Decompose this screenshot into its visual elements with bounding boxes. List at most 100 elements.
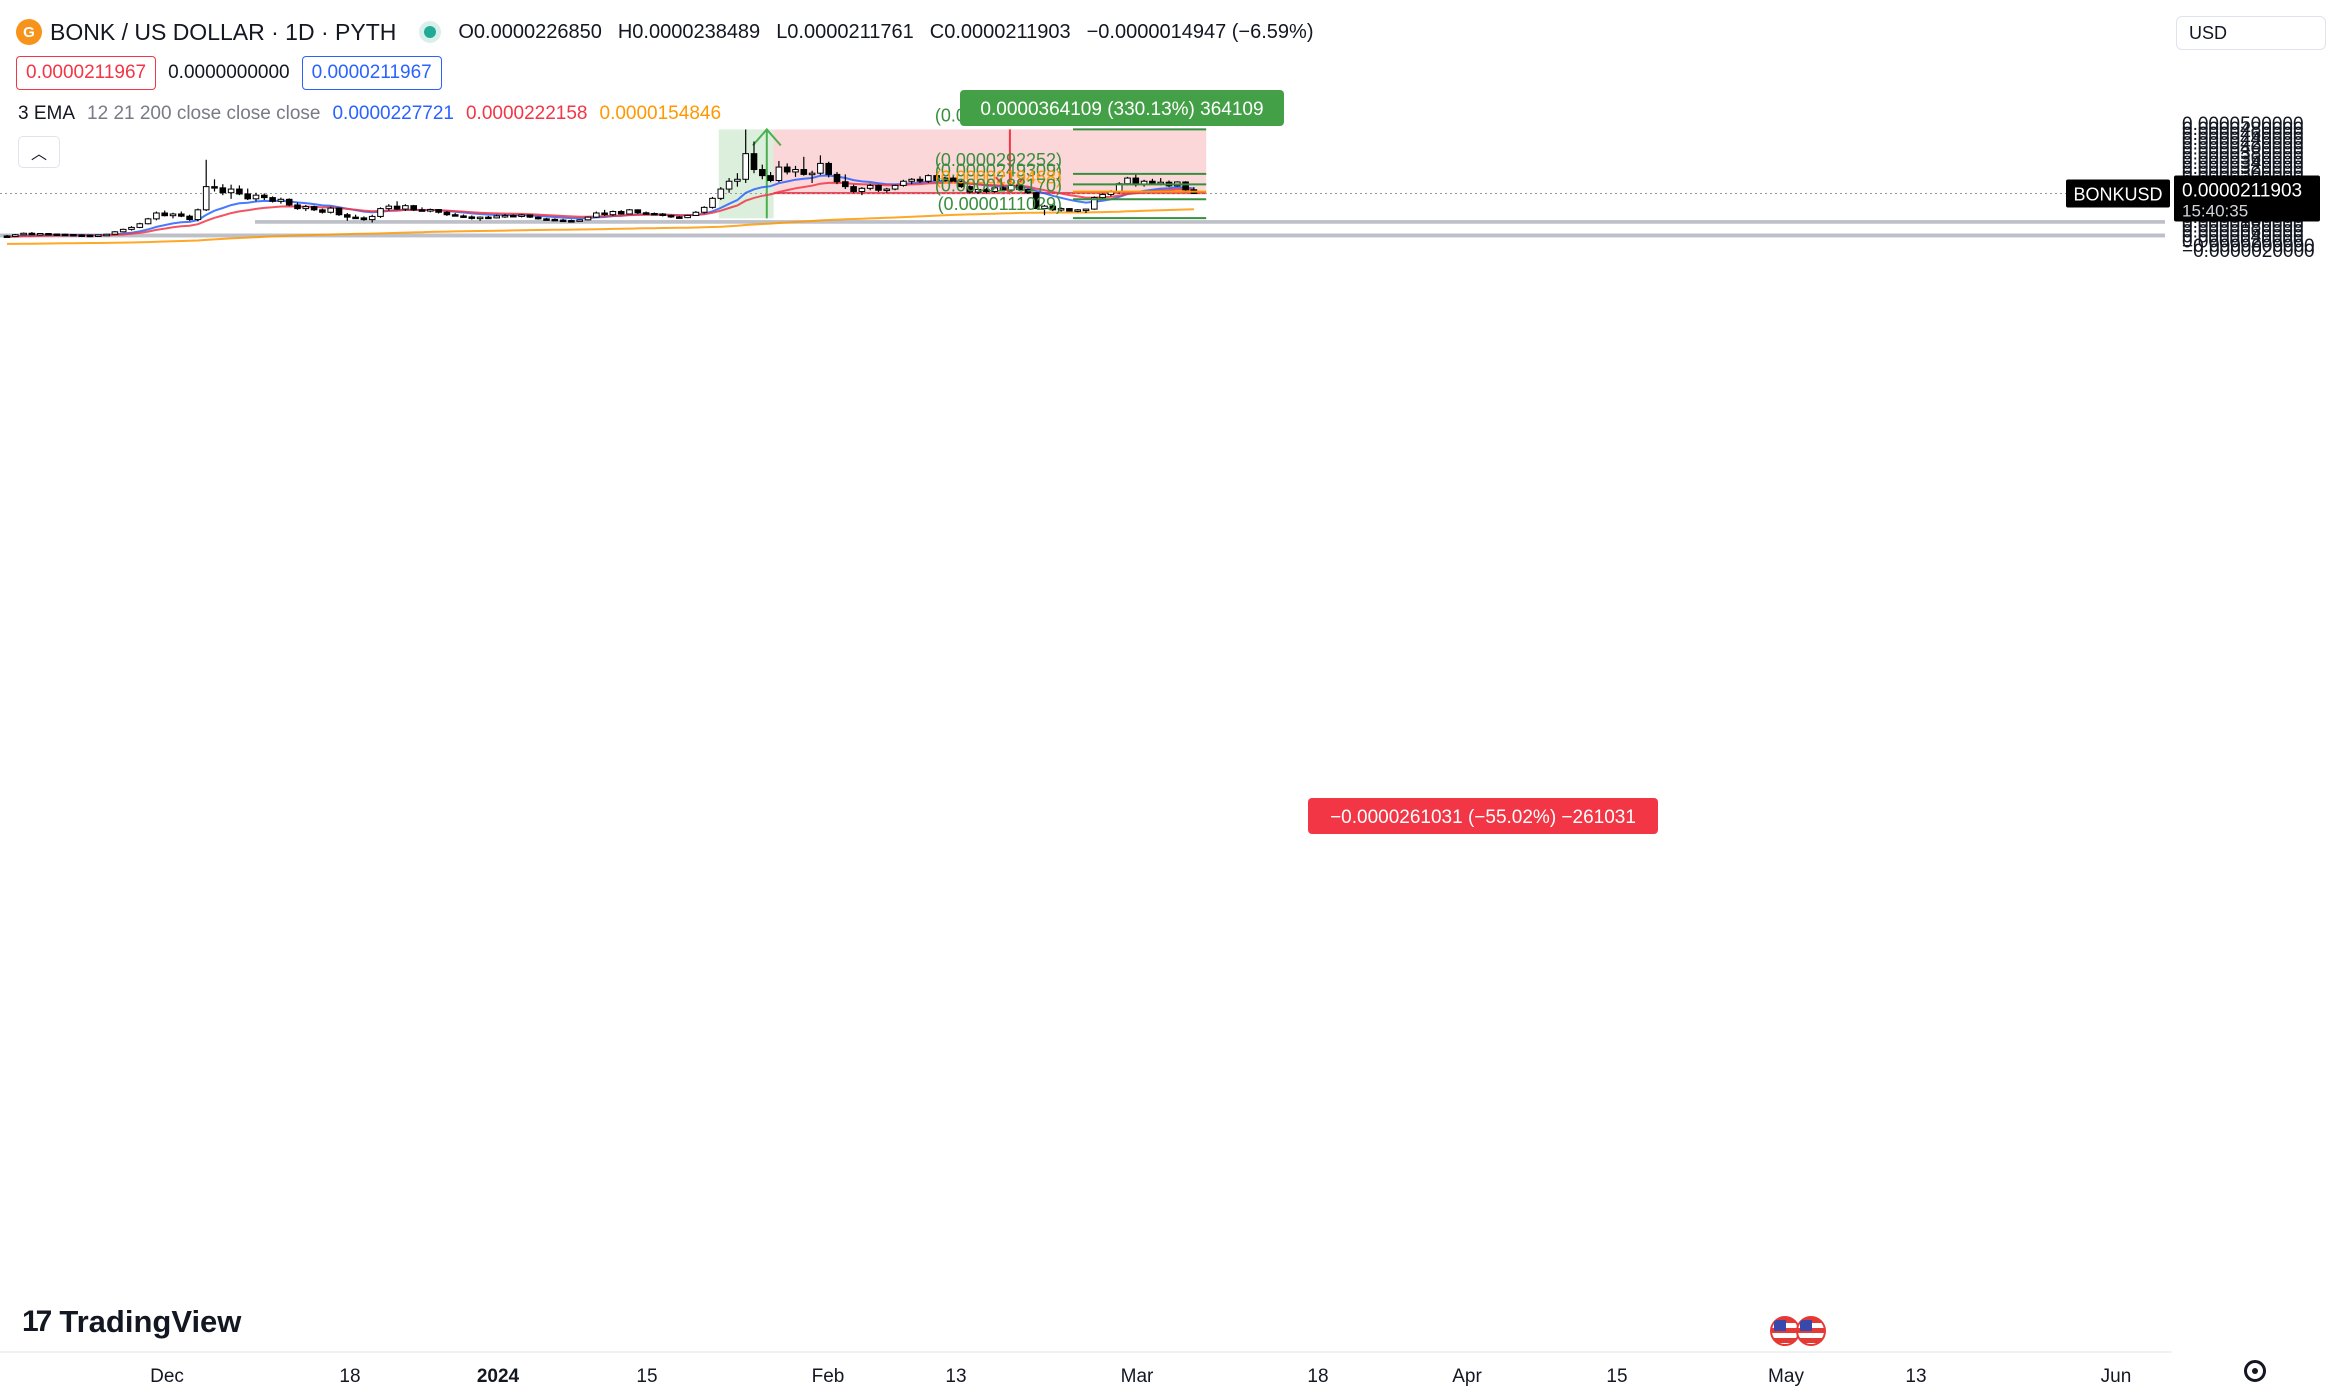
candle[interactable] xyxy=(792,165,799,177)
buy-button[interactable]: 0.0000211967 xyxy=(301,56,442,90)
candle[interactable] xyxy=(95,234,102,237)
candle[interactable] xyxy=(767,171,774,183)
candle[interactable] xyxy=(302,204,310,212)
candle[interactable] xyxy=(510,214,517,218)
candle[interactable] xyxy=(476,216,484,221)
candle[interactable] xyxy=(883,187,891,193)
candle[interactable] xyxy=(983,187,990,194)
candle[interactable] xyxy=(900,179,907,187)
candle[interactable] xyxy=(294,202,301,210)
collapse-legend-button[interactable]: ︿ xyxy=(18,136,60,168)
candle[interactable] xyxy=(111,231,119,235)
candle[interactable] xyxy=(958,180,965,188)
candle[interactable] xyxy=(20,232,27,236)
candle[interactable] xyxy=(352,214,359,220)
candle[interactable] xyxy=(61,233,69,237)
candle[interactable] xyxy=(593,211,600,218)
currency-select[interactable]: USD xyxy=(2176,16,2326,50)
candle[interactable] xyxy=(443,211,451,216)
candle[interactable] xyxy=(186,214,193,221)
ema-200-line[interactable] xyxy=(7,208,1194,245)
candle[interactable] xyxy=(1024,188,1032,194)
candle[interactable] xyxy=(891,184,899,191)
candle[interactable] xyxy=(908,178,916,185)
candle[interactable] xyxy=(750,141,758,174)
candle[interactable] xyxy=(634,209,642,214)
candle[interactable] xyxy=(642,211,650,215)
candle[interactable] xyxy=(344,212,351,221)
candle[interactable] xyxy=(1016,184,1023,192)
candle[interactable] xyxy=(667,214,675,218)
candle[interactable] xyxy=(178,211,185,218)
candle[interactable] xyxy=(393,201,401,210)
candle[interactable] xyxy=(626,209,633,215)
candle[interactable] xyxy=(742,129,750,183)
candle[interactable] xyxy=(559,218,567,223)
economic-events[interactable] xyxy=(1770,1316,1826,1346)
candle[interactable] xyxy=(850,184,857,193)
support-zone[interactable] xyxy=(255,220,2165,224)
candle[interactable] xyxy=(609,210,617,216)
candle[interactable] xyxy=(169,212,177,219)
candle[interactable] xyxy=(493,214,500,219)
candle[interactable] xyxy=(808,170,816,183)
candle[interactable] xyxy=(211,179,218,192)
candle[interactable] xyxy=(244,188,251,201)
candle[interactable] xyxy=(817,155,824,175)
candle[interactable] xyxy=(576,219,584,222)
candle[interactable] xyxy=(866,183,874,191)
candle[interactable] xyxy=(842,174,849,190)
candle[interactable] xyxy=(119,228,127,233)
candle[interactable] xyxy=(966,185,974,194)
settings-gear-icon[interactable] xyxy=(2244,1360,2266,1382)
candle[interactable] xyxy=(227,184,235,199)
candle[interactable] xyxy=(285,198,293,207)
candle[interactable] xyxy=(1082,208,1090,213)
candle[interactable] xyxy=(501,213,509,218)
candle[interactable] xyxy=(709,196,716,209)
candle[interactable] xyxy=(684,214,691,219)
candle[interactable] xyxy=(103,233,110,237)
candle[interactable] xyxy=(676,215,683,219)
candle[interactable] xyxy=(377,207,384,218)
candle[interactable] xyxy=(261,193,268,201)
candle[interactable] xyxy=(485,215,492,220)
candle[interactable] xyxy=(783,163,791,175)
candle[interactable] xyxy=(327,206,334,214)
candle[interactable] xyxy=(153,211,160,221)
candle[interactable] xyxy=(53,233,61,237)
candle[interactable] xyxy=(858,187,866,196)
candle[interactable] xyxy=(277,197,285,204)
candle[interactable] xyxy=(1066,208,1073,212)
candle[interactable] xyxy=(435,209,442,214)
candle[interactable] xyxy=(402,204,409,212)
candle[interactable] xyxy=(700,206,708,214)
candle[interactable] xyxy=(825,161,833,178)
candle[interactable] xyxy=(941,176,949,183)
candle[interactable] xyxy=(236,185,243,196)
candle[interactable] xyxy=(925,174,932,183)
candle[interactable] xyxy=(360,216,368,221)
candle[interactable] xyxy=(999,186,1007,192)
candle[interactable] xyxy=(526,214,534,218)
candle[interactable] xyxy=(269,196,276,203)
candle[interactable] xyxy=(725,178,733,193)
candle[interactable] xyxy=(78,234,86,237)
candle[interactable] xyxy=(368,214,376,223)
candle[interactable] xyxy=(949,175,957,183)
us-flag-icon[interactable] xyxy=(1796,1316,1826,1346)
candle[interactable] xyxy=(651,212,658,216)
candle[interactable] xyxy=(1057,207,1065,212)
candle[interactable] xyxy=(335,207,343,216)
candle[interactable] xyxy=(692,211,700,216)
candle[interactable] xyxy=(219,184,227,196)
candle[interactable] xyxy=(468,215,476,220)
candle[interactable] xyxy=(252,192,260,202)
candle[interactable] xyxy=(800,156,808,176)
candle[interactable] xyxy=(933,173,940,183)
candle[interactable] xyxy=(28,232,36,236)
candle[interactable] xyxy=(1049,204,1057,212)
candle[interactable] xyxy=(1032,191,1040,210)
candle[interactable] xyxy=(551,218,559,222)
